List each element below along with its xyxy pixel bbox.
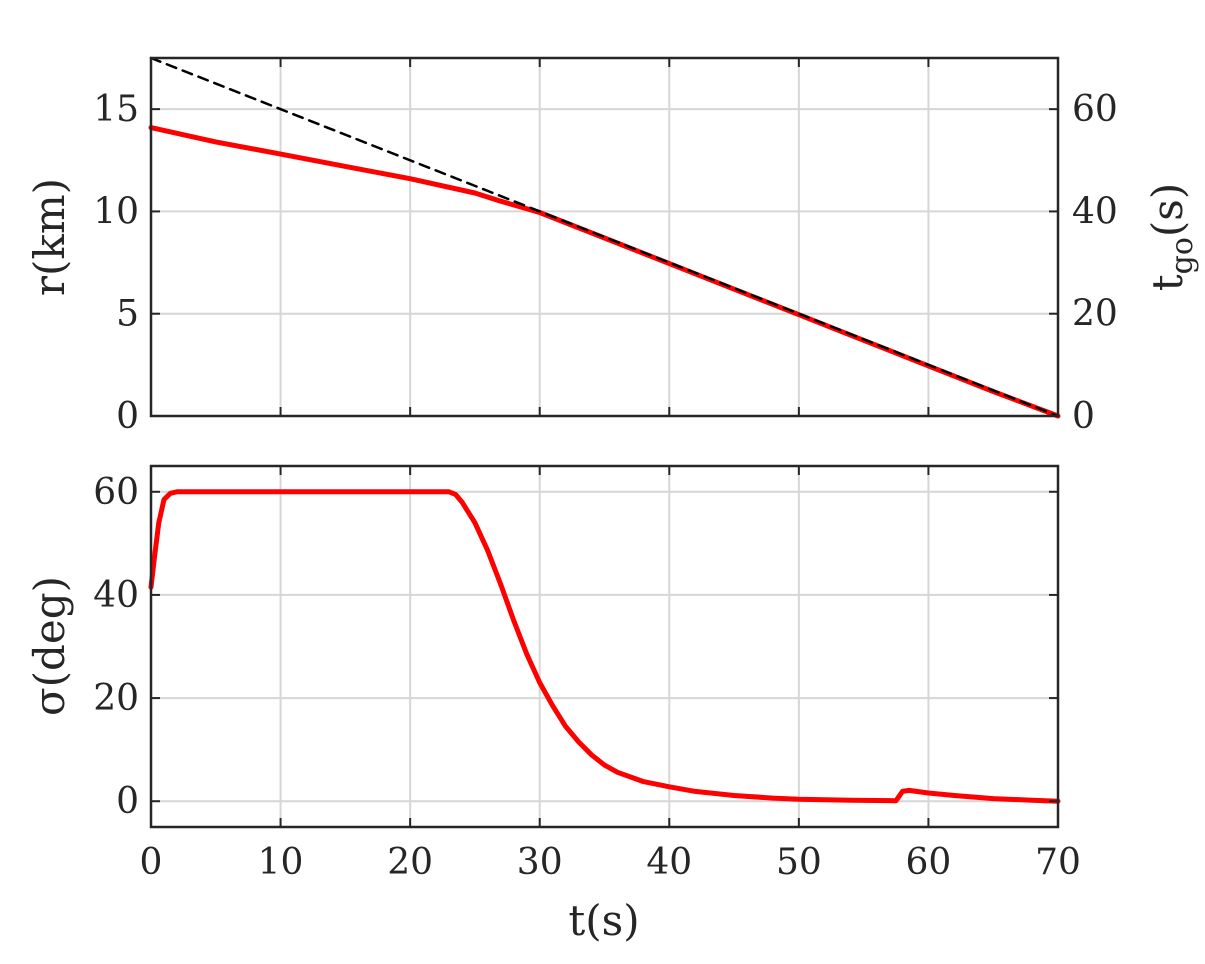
x-tick-label: 40 <box>646 842 692 883</box>
x-tick-label: 60 <box>906 842 952 883</box>
top-y2-label-suffix: (s) <box>1143 183 1192 237</box>
top-series-line-0 <box>148 125 1061 419</box>
top-series <box>148 56 1061 419</box>
bottom-axes-box <box>149 464 1060 829</box>
y-tick-label: 0 <box>116 781 139 822</box>
top-series-line-1 <box>149 56 1060 418</box>
bottom-y-tick-labels: 0 20 40 60 <box>93 472 139 822</box>
y-tick-label: 0 <box>116 396 139 437</box>
x-tick-label: 70 <box>1035 842 1081 883</box>
y-tick-label: 15 <box>93 89 139 130</box>
x-tick-label: 20 <box>387 842 433 883</box>
y-tick-label: 60 <box>93 472 139 513</box>
y-tick-label: 20 <box>93 678 139 719</box>
y-tick-label: 10 <box>93 191 139 232</box>
panel-bottom: 0 20 40 60 0 10 20 30 40 50 60 70 σ(deg) t(s) <box>25 464 1081 945</box>
y2-tick-label: 0 <box>1072 396 1095 437</box>
x-tick-label: 0 <box>140 842 163 883</box>
top-grid <box>151 58 1058 416</box>
y2-tick-label: 60 <box>1072 89 1118 130</box>
bottom-x-axis-label: t(s) <box>568 896 639 945</box>
bottom-series <box>148 489 1061 804</box>
top-ticks <box>150 58 1059 417</box>
bottom-y-axis-label: σ(deg) <box>25 576 74 716</box>
top-y-axis-label: r(km) <box>25 178 74 296</box>
bottom-grid <box>151 466 1058 827</box>
bottom-x-tick-labels: 0 10 20 30 40 50 60 70 <box>140 842 1081 883</box>
y2-tick-label: 20 <box>1072 294 1118 335</box>
top-y2-label-base: t <box>1143 274 1192 291</box>
top-y2-tick-labels: 0 20 40 60 <box>1072 89 1118 437</box>
x-tick-label: 10 <box>258 842 304 883</box>
x-tick-label: 30 <box>517 842 563 883</box>
y2-tick-label: 40 <box>1072 191 1118 232</box>
top-axes-box <box>149 56 1060 418</box>
bottom-ticks <box>150 466 1059 827</box>
y-tick-label: 5 <box>116 294 139 335</box>
top-y2-label-sub: go <box>1165 237 1200 274</box>
x-tick-label: 50 <box>776 842 822 883</box>
panel-top: 0 5 10 15 0 20 40 60 r(km) tgo(s) <box>25 56 1200 437</box>
top-y2-axis-label: tgo(s) <box>1143 183 1200 291</box>
top-y-tick-labels: 0 5 10 15 <box>93 89 139 437</box>
bot-series-line-0 <box>148 489 1061 804</box>
y-tick-label: 40 <box>93 575 139 616</box>
